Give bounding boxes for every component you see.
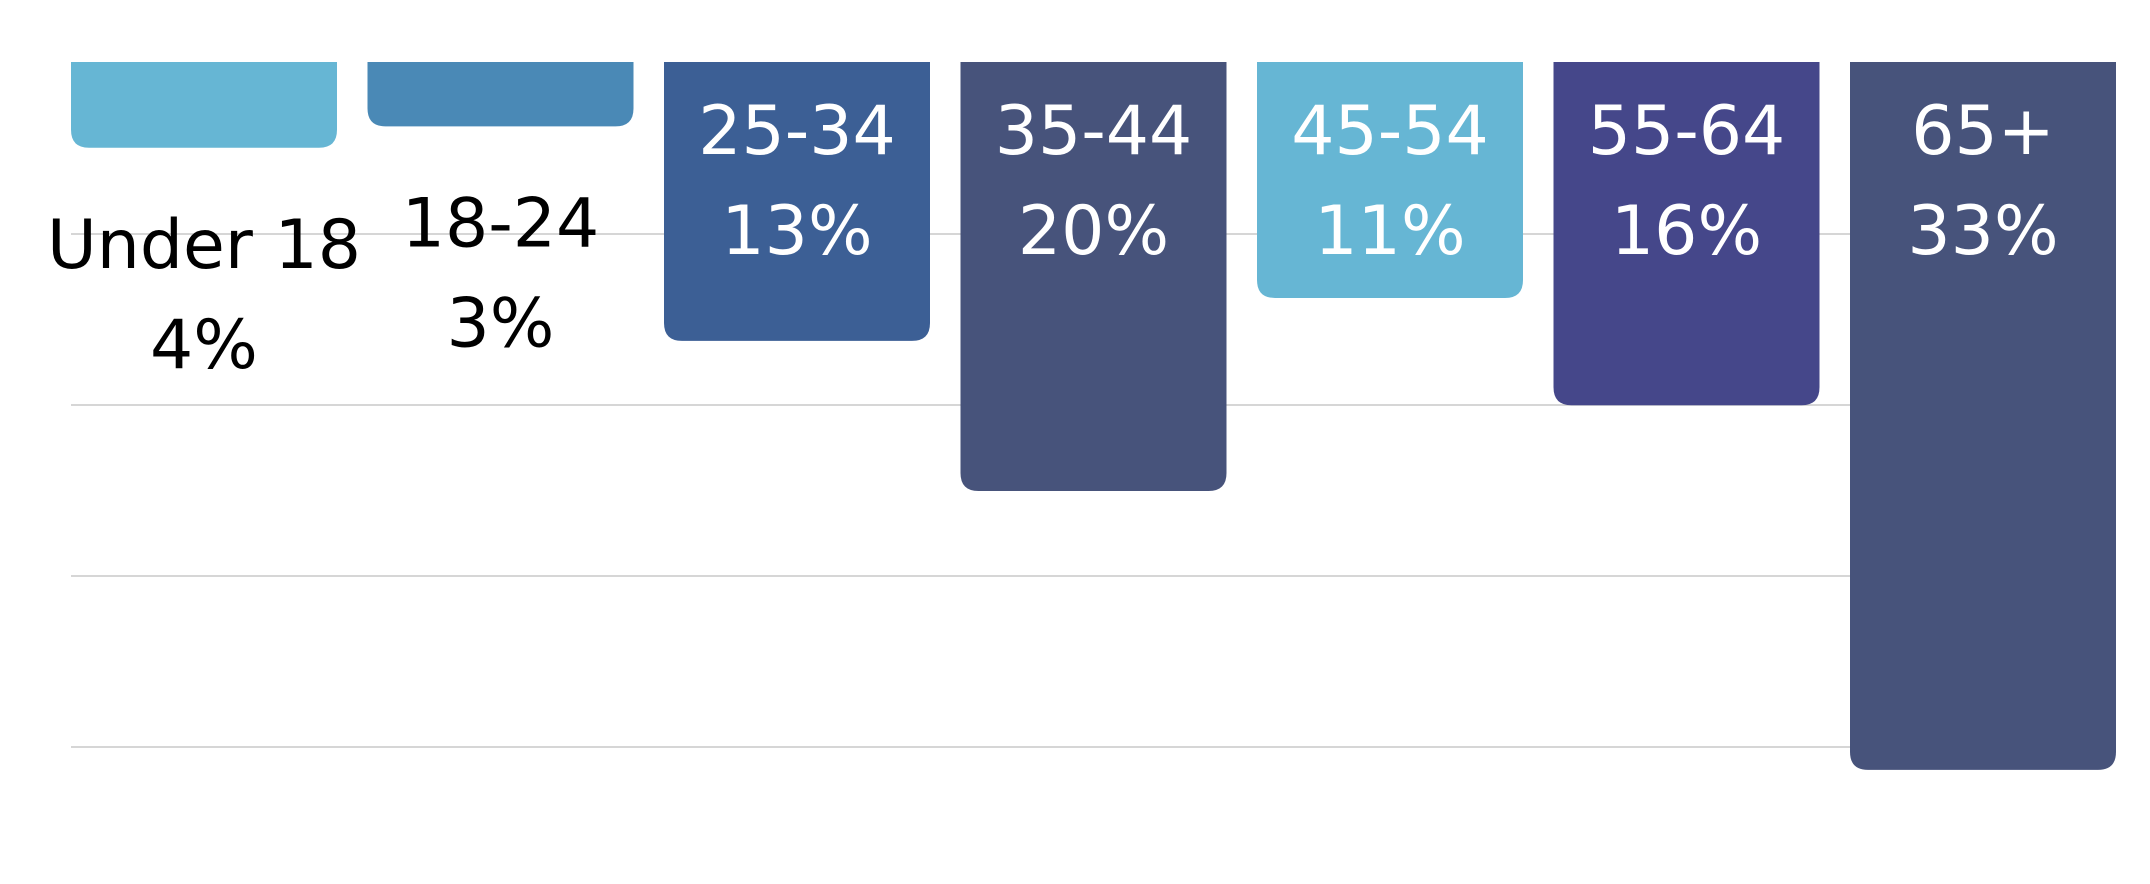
value-label: 16% (1611, 192, 1762, 271)
bar-35-44 (960, 62, 1227, 491)
category-label: 65+ (1911, 92, 2055, 171)
value-label: 20% (1018, 192, 1169, 271)
value-label: 13% (721, 192, 872, 271)
category-label: Under 18 (47, 206, 361, 285)
category-label: 55-64 (1588, 92, 1786, 171)
value-label: 4% (150, 306, 258, 385)
bars (71, 62, 2116, 770)
bar-18-24 (367, 62, 634, 127)
bar-25-34 (664, 62, 930, 341)
category-label: 18-24 (402, 184, 600, 263)
bar-55-64 (1553, 62, 1820, 406)
category-label: 45-54 (1291, 92, 1489, 171)
value-label: 3% (447, 284, 555, 363)
bar-65- (1850, 62, 2116, 770)
category-label: 25-34 (698, 92, 896, 171)
bar-labels: Under 18 4% 18-24 3% 25-34 13% 35-44 20% 45-54 11… (47, 92, 2059, 385)
bar-45-54 (1257, 62, 1523, 298)
category-label: 35-44 (995, 92, 1193, 171)
value-label: 33% (1907, 192, 2058, 271)
value-label: 11% (1314, 192, 1465, 271)
bar-under-18 (71, 62, 337, 148)
